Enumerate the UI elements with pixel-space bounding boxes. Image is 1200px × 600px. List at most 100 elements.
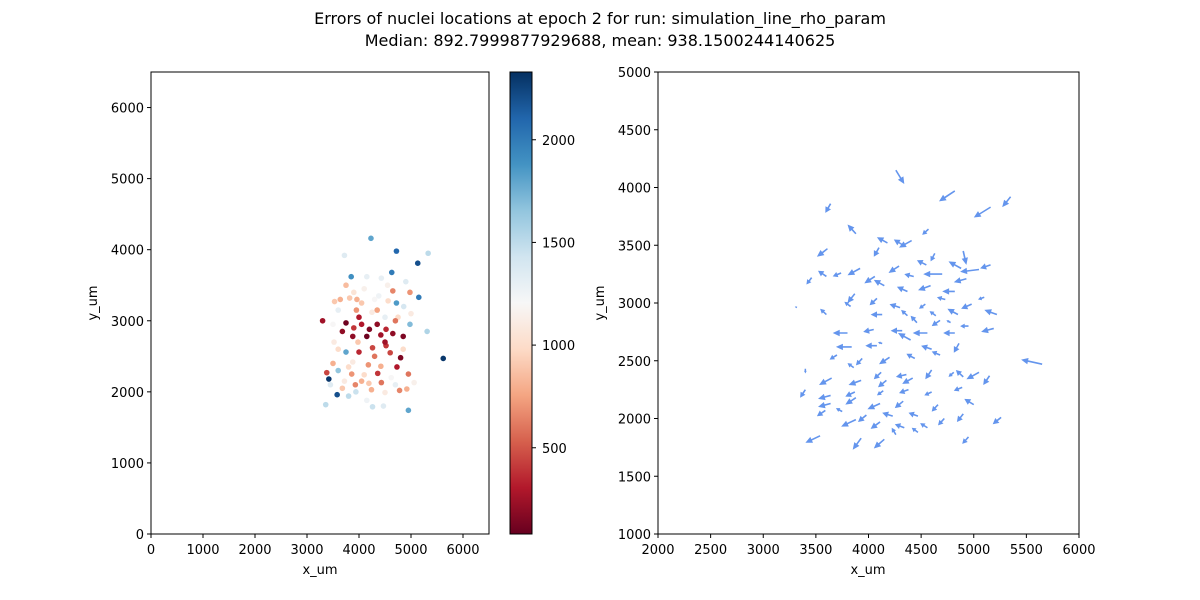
error-arrow [894, 423, 905, 429]
error-arrow [841, 418, 857, 427]
scatter-point [358, 321, 365, 328]
scatter-point [356, 349, 362, 355]
left-x-axis-label: x_um [302, 563, 337, 578]
right-x-tick-label: 5000 [957, 543, 990, 558]
error-arrow [942, 288, 955, 295]
scatter-point [378, 379, 385, 386]
error-arrow [829, 354, 838, 360]
error-arrow [899, 239, 912, 248]
scatter-point [345, 393, 352, 399]
scatter-point [351, 325, 357, 331]
error-arrow [894, 400, 904, 409]
error-arrow [832, 272, 842, 278]
left-y-tick-label: 2000 [111, 386, 144, 401]
left-y-tick-label: 5000 [111, 173, 144, 188]
right-x-tick-label: 2000 [641, 543, 674, 558]
error-arrow [865, 342, 877, 349]
scatter-point [361, 371, 368, 378]
scatter-point [335, 307, 342, 313]
scatter-point [330, 360, 336, 367]
error-arrow [893, 239, 904, 246]
scatter-point [366, 326, 373, 333]
error-arrow [908, 411, 919, 418]
right-y-tick-label: 5000 [618, 66, 651, 81]
scatter-point [366, 380, 372, 387]
error-arrow [939, 190, 956, 202]
colorbar-tick-label: 500 [542, 442, 567, 457]
right-x-tick-label: 3000 [747, 543, 780, 558]
error-arrow [955, 370, 964, 378]
error-arrow [906, 353, 916, 360]
error-arrow [873, 371, 882, 380]
scatter-point [330, 321, 336, 328]
error-arrow [870, 311, 883, 318]
scatter-point [352, 381, 359, 388]
scatter-point [364, 397, 370, 404]
scatter-point [407, 289, 413, 296]
scatter-point [392, 381, 399, 388]
scatter-point [440, 355, 447, 362]
error-arrow [1021, 358, 1043, 365]
left-y-tick-label: 6000 [111, 102, 144, 117]
error-arrow [931, 404, 939, 412]
left-axes-ticks: 0 1000 2000 3000 4000 5000 6000 0 1000 2000 3000 40… [111, 102, 480, 558]
error-arrow [794, 306, 798, 309]
error-arrow [916, 260, 927, 266]
scatter-point [322, 401, 329, 408]
scatter-point [378, 275, 385, 281]
colorbar-tick-label: 2000 [542, 134, 575, 149]
scatter-point [416, 294, 422, 301]
error-arrow [923, 270, 943, 278]
error-arrow [800, 389, 806, 398]
right-x-tick-label: 4500 [905, 543, 938, 558]
colorbar-tick-label: 1500 [542, 236, 575, 251]
colorbar-gradient [509, 71, 533, 535]
error-arrow [895, 372, 907, 379]
scatter-point [369, 309, 375, 316]
error-arrow [816, 248, 828, 257]
scatter-point [414, 260, 421, 266]
error-arrow [855, 357, 863, 366]
error-arrow [858, 414, 867, 422]
error-arrow [869, 297, 878, 306]
right-x-tick-label: 4000 [852, 543, 885, 558]
scatter-point [380, 403, 387, 409]
error-arrow [911, 427, 919, 433]
scatter-point [400, 346, 407, 353]
error-arrow [863, 327, 874, 334]
scatter-point [365, 362, 372, 368]
scatter-point [396, 387, 403, 394]
scatter-point [331, 339, 337, 345]
scatter-point [388, 269, 395, 276]
error-arrow [953, 343, 960, 353]
scatter-point [343, 349, 349, 355]
right-plot-frame [657, 71, 1080, 535]
error-arrow [904, 272, 914, 279]
right-y-tick-label: 1500 [618, 470, 651, 485]
nuclei-error-quiver-plot: 2000 2500 3000 3500 4000 4500 5000 5500 6000 1000… [593, 66, 1096, 578]
right-y-tick-label: 2000 [618, 413, 651, 428]
left-x-tick-label: 2000 [238, 543, 271, 558]
left-plot-frame [150, 71, 490, 535]
nuclei-error-scatter-plot: 0 1000 2000 3000 4000 5000 6000 0 1000 2000 3000 40… [86, 71, 490, 578]
error-arrow [1002, 196, 1012, 208]
right-x-tick-label: 6000 [1062, 543, 1095, 558]
error-arrow [806, 277, 813, 285]
left-y-axis-label: y_um [86, 285, 101, 320]
scatter-point [337, 296, 344, 303]
scatter-point [411, 379, 417, 386]
right-y-tick-label: 4500 [618, 124, 651, 139]
scatter-point [425, 250, 431, 257]
scatter-point [375, 293, 382, 299]
error-arrow [953, 386, 963, 392]
scatter-point [424, 328, 430, 335]
error-arrow [818, 270, 827, 278]
scatter-point [382, 339, 388, 345]
scatter-point [334, 391, 340, 398]
scatter-point [393, 300, 400, 306]
error-arrow [956, 413, 964, 422]
scatter-point [355, 339, 361, 345]
right-y-tick-label: 3000 [618, 297, 651, 312]
colorbar-tick-label: 1000 [542, 339, 575, 354]
